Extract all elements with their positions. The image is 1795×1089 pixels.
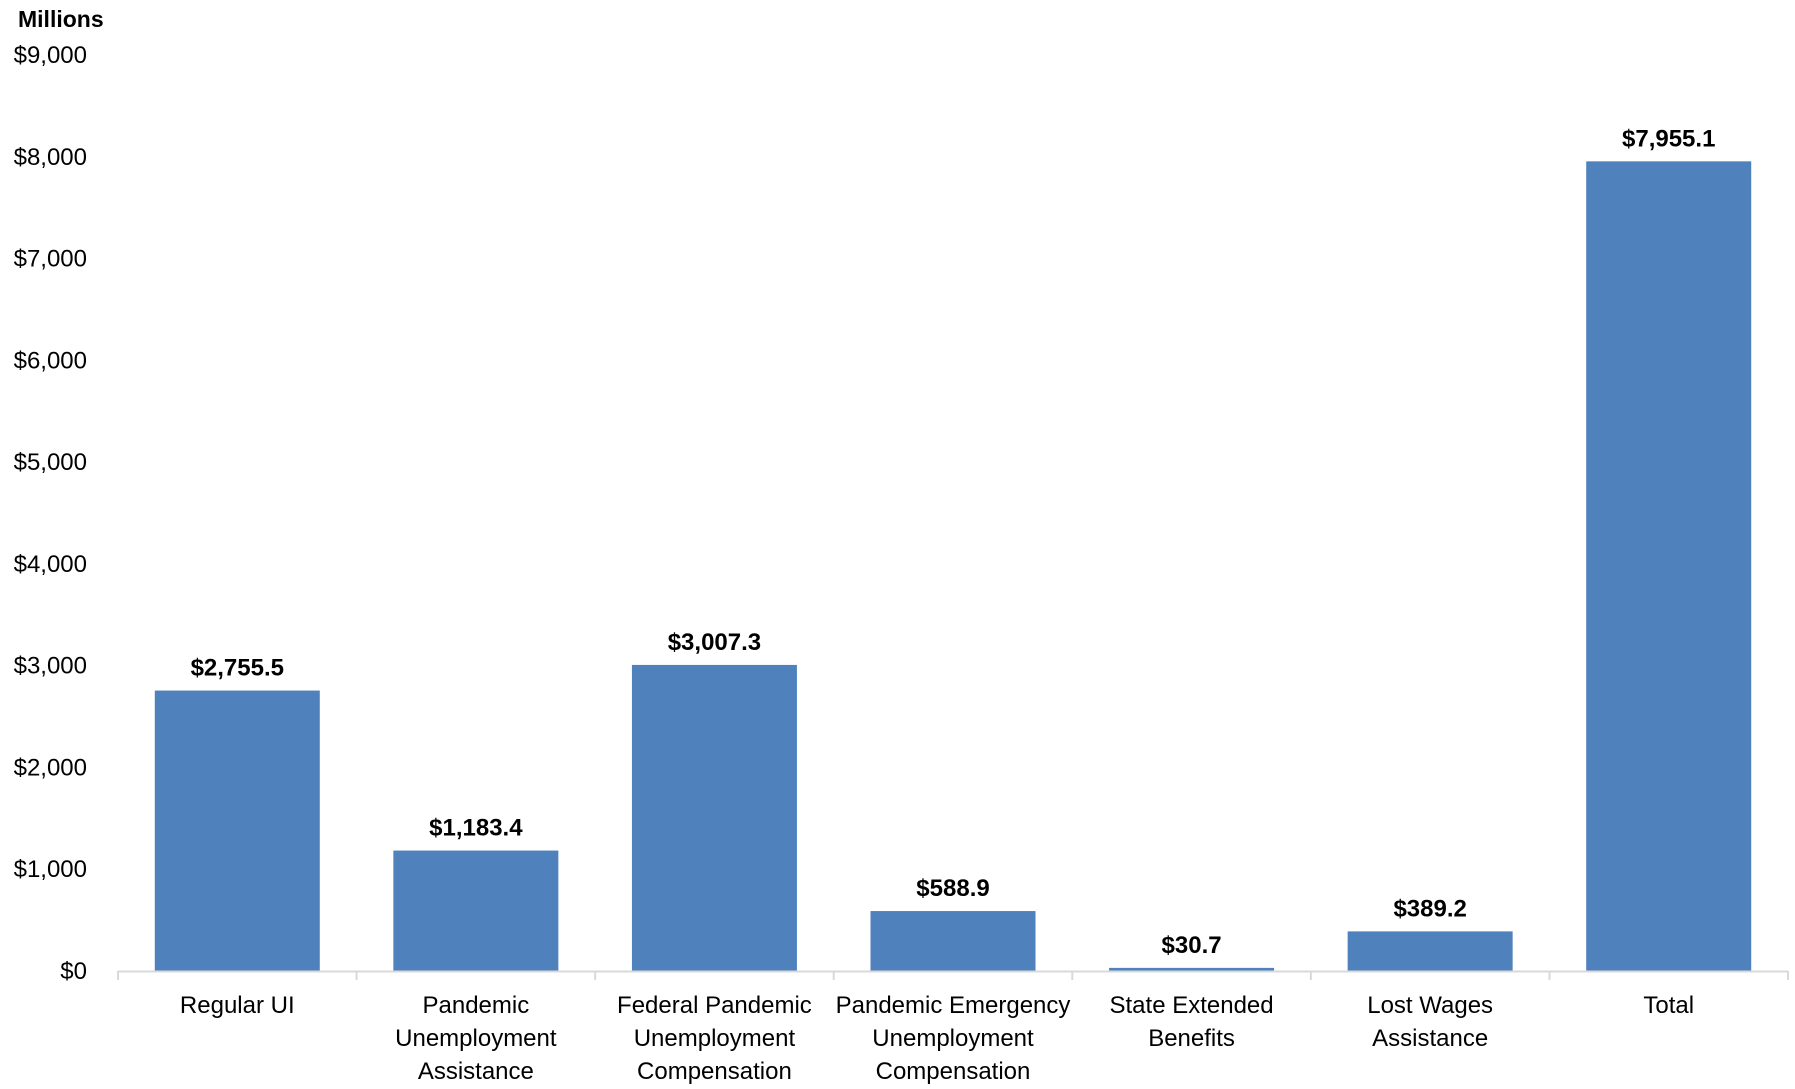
bar: [1586, 161, 1752, 971]
x-tick-label: Federal Pandemic Unemployment Compensation: [617, 992, 812, 1084]
y-tick-label: $8,000: [14, 144, 87, 171]
x-tick-label: State Extended Benefits: [1110, 992, 1274, 1052]
x-tick-label: Regular UI: [180, 992, 295, 1019]
bar: [870, 911, 1036, 971]
bar: [631, 664, 797, 971]
y-axis-ticks: $0 $1,000 $2,000 $3,000 $4,000 $5,000 $6,000 $7…: [14, 42, 87, 985]
bar-data-label: $389.2: [1393, 895, 1466, 922]
y-tick-label: $3,000: [14, 653, 87, 680]
y-axis-unit-label: Millions: [18, 6, 104, 32]
bar-data-label: $2,755.5: [191, 655, 284, 682]
bar-data-label: $7,955.1: [1622, 125, 1715, 152]
bars: [154, 161, 1752, 971]
bar: [1347, 931, 1513, 971]
y-tick-label: $6,000: [14, 347, 87, 374]
y-tick-label: $0: [60, 958, 87, 985]
bar-data-label: $3,007.3: [668, 629, 761, 656]
x-axis-ticks: Regular UI Pandemic Unemployment Assistance…: [180, 992, 1694, 1085]
bar-data-label: $588.9: [916, 875, 989, 902]
y-tick-label: $1,000: [14, 856, 87, 883]
x-axis: [117, 970, 1789, 980]
y-tick-label: $4,000: [14, 551, 87, 578]
bar: [154, 690, 320, 971]
bar: [1109, 967, 1275, 971]
y-tick-label: $2,000: [14, 754, 87, 781]
bar-data-label: $1,183.4: [429, 815, 523, 842]
x-tick-label: Lost Wages Assistance: [1367, 992, 1493, 1052]
y-tick-label: $9,000: [14, 42, 87, 69]
bar-data-label: $30.7: [1162, 932, 1222, 959]
x-tick-label: Total: [1643, 992, 1694, 1019]
x-tick-label: Pandemic Unemployment Assistance: [395, 992, 557, 1084]
y-tick-label: $5,000: [14, 449, 87, 476]
y-tick-label: $7,000: [14, 246, 87, 273]
bar: [393, 850, 559, 971]
x-tick-label: Pandemic Emergency Unemployment Compensati…: [836, 992, 1071, 1084]
data-labels: $2,755.5 $1,183.4 $3,007.3 $588.9 $30.7 $389.…: [191, 125, 1716, 959]
